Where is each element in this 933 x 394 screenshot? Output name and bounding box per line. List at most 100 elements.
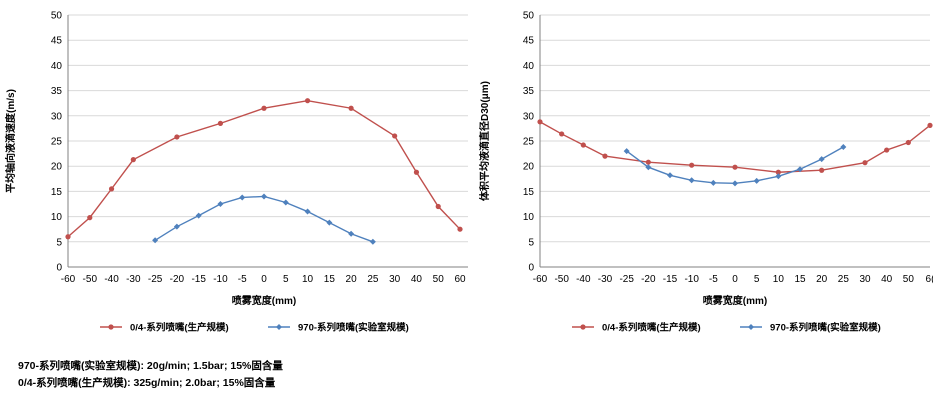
data-point [602, 153, 608, 159]
x-tick-label: -15 [663, 274, 678, 285]
data-point [732, 180, 738, 187]
legend-label: 0/4-系列喷嘴(生产规模) [130, 322, 229, 334]
data-point [775, 173, 782, 180]
data-point [645, 164, 652, 171]
data-point [862, 160, 868, 166]
data-point [217, 120, 224, 126]
data-point [304, 208, 311, 215]
legend-marker [580, 324, 586, 330]
data-point [580, 142, 586, 148]
data-point [152, 237, 159, 244]
footnote-production-scale: 0/4-系列喷嘴(生产规模): 325g/min; 2.0bar; 15%固含量 [18, 377, 276, 389]
data-point [65, 234, 71, 240]
x-tick-label: 5 [283, 274, 289, 285]
x-tick-label: 50 [433, 274, 445, 285]
data-point [304, 98, 311, 104]
data-point [435, 203, 441, 210]
x-tick-label: 20 [346, 274, 358, 285]
data-point [261, 193, 267, 200]
data-point [819, 167, 825, 173]
footnotes: 970-系列喷嘴(实验室规模): 20g/min; 1.5bar; 15%固含量… [18, 358, 283, 392]
x-tick-label: 50 [903, 274, 915, 285]
data-point [326, 219, 333, 226]
data-point [239, 194, 246, 201]
legend-label: 970-系列喷嘴(实验室规模) [770, 322, 881, 334]
legend-entry: 970-系列喷嘴(实验室规模) [268, 322, 409, 334]
x-tick-label: -10 [684, 274, 699, 285]
legend-entry: 0/4-系列喷嘴(生产规模) [100, 322, 229, 334]
series-line [154, 195, 374, 243]
data-point [559, 131, 565, 137]
legend-marker [108, 324, 114, 330]
data-point [884, 147, 890, 153]
x-axis-title: 喷雾宽度(mm) [703, 294, 767, 307]
y-tick-label: 15 [51, 187, 63, 198]
x-tick-label: -15 [191, 274, 206, 285]
data-point [413, 169, 420, 175]
y-tick-label: 35 [51, 86, 63, 97]
x-tick-label: 5 [754, 274, 760, 285]
x-tick-label: -25 [148, 274, 163, 285]
x-tick-label: 15 [794, 274, 806, 285]
series-0 [537, 119, 933, 175]
series-1 [623, 144, 847, 187]
y-tick-label: 45 [51, 36, 63, 47]
data-point [348, 105, 354, 111]
x-tick-label: -25 [619, 274, 634, 285]
y-tick-label: 40 [523, 61, 535, 72]
x-tick-label: 10 [302, 274, 314, 285]
y-tick-label: 30 [523, 111, 535, 122]
x-tick-label: 60 [454, 274, 466, 285]
x-tick-label: 30 [389, 274, 401, 285]
data-point [732, 164, 738, 170]
y-tick-label: 10 [51, 212, 63, 223]
data-point [537, 119, 543, 125]
x-tick-label: 10 [773, 274, 785, 285]
x-tick-label: 25 [838, 274, 850, 285]
legend-marker [748, 324, 754, 330]
y-tick-label: 25 [523, 137, 535, 148]
legend-entry: 970-系列喷嘴(实验室规模) [740, 322, 881, 334]
data-point [217, 201, 224, 207]
x-tick-label: -30 [126, 274, 141, 285]
data-point [623, 148, 630, 155]
data-point [667, 172, 673, 179]
legend-label: 0/4-系列喷嘴(生产规模) [602, 322, 701, 334]
x-tick-label: -10 [213, 274, 228, 285]
y-tick-label: 40 [51, 61, 63, 72]
data-point [818, 156, 825, 163]
x-tick-label: 0 [732, 274, 738, 285]
y-tick-label: 5 [56, 237, 62, 248]
x-tick-label: -5 [238, 274, 247, 285]
y-tick-label: 50 [523, 11, 535, 22]
data-point [87, 215, 93, 221]
x-axis-title: 喷雾宽度(mm) [232, 294, 296, 307]
x-tick-label: 15 [324, 274, 336, 285]
y-tick-label: 0 [56, 263, 62, 274]
y-tick-label: 20 [523, 162, 535, 173]
data-point [392, 133, 398, 139]
x-tick-label: -20 [170, 274, 185, 285]
y-tick-label: 15 [523, 187, 535, 198]
y-tick-label: 35 [523, 86, 535, 97]
data-point [282, 199, 289, 206]
data-point [840, 144, 847, 151]
data-point [689, 162, 695, 168]
chart-droplet-diameter: 0 5 10 15 20 25 30 35 40 45 50 -60 -50 -40 -30 -25 -20 -1… [478, 0, 933, 345]
data-point [195, 212, 202, 219]
y-axis-title: 平均轴向液滴速度(m/s) [4, 89, 17, 193]
chart-droplet-velocity: 0 5 10 15 20 25 30 35 40 45 50 -60 -50 -40 -30 -25 -20 -1… [0, 0, 480, 345]
data-point [927, 122, 933, 128]
x-tick-label: -5 [709, 274, 718, 285]
x-tick-label: 25 [367, 274, 379, 285]
y-tick-label: 25 [51, 137, 63, 148]
data-point [753, 177, 760, 184]
x-tick-label: 0 [261, 274, 267, 285]
series-0 [65, 98, 463, 240]
data-point [710, 179, 717, 186]
y-tick-label: 0 [528, 263, 534, 274]
x-tick-label: 30 [859, 274, 871, 285]
x-tick-label: -40 [104, 274, 119, 285]
